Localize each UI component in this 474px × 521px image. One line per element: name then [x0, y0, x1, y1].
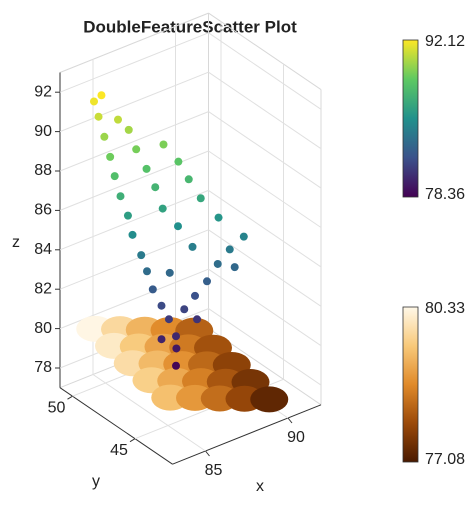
z-tick-label: 88 — [34, 162, 52, 179]
grid-line — [208, 268, 322, 347]
tree-point — [172, 361, 180, 370]
tree-point — [225, 245, 234, 254]
grid-line — [59, 150, 209, 211]
tree-point — [106, 152, 115, 161]
tree-point — [165, 268, 174, 277]
x-axis-label: x — [256, 478, 264, 495]
tick-mark — [287, 417, 293, 424]
tree-point — [132, 145, 141, 154]
y-axis-label: y — [92, 473, 100, 490]
x-tick-label: 90 — [287, 429, 305, 446]
chart-title: DoubleFeatureScatter Plot — [83, 17, 297, 36]
terrain-point — [250, 386, 289, 413]
tree-point — [157, 335, 166, 344]
colorbar-min-label: 77.08 — [425, 451, 465, 468]
tree-point — [164, 315, 173, 324]
tree-point — [174, 157, 183, 166]
tree-point — [188, 242, 197, 251]
grid-line — [208, 111, 322, 189]
tree-point — [94, 112, 103, 121]
z-tick-label: 82 — [34, 280, 52, 297]
grid-line — [59, 111, 209, 172]
tree-point — [100, 132, 109, 141]
grid-line — [208, 32, 322, 110]
colorbar — [402, 306, 419, 463]
box-edge — [59, 12, 209, 73]
y-axis — [59, 387, 173, 465]
tree-point — [172, 332, 180, 341]
y-tick-label: 45 — [110, 442, 128, 459]
tick-mark — [205, 450, 210, 457]
tree-point — [213, 259, 222, 268]
tree-point — [196, 194, 205, 203]
tree-point — [214, 213, 223, 222]
tick-mark — [67, 395, 73, 400]
grid-line — [59, 189, 209, 251]
colorbar-max-label: 80.33 — [425, 300, 465, 317]
grid-line — [59, 32, 209, 93]
tree-point — [158, 204, 167, 213]
tree-point — [128, 230, 137, 239]
z-axis-label: z — [12, 234, 20, 251]
box-edge — [208, 12, 322, 91]
tree-point — [174, 222, 182, 231]
z-tick-label: 90 — [34, 123, 52, 140]
z-tick-label: 86 — [34, 202, 52, 219]
tree-point — [148, 285, 157, 294]
tree-point — [230, 263, 239, 272]
grid-line — [208, 150, 322, 228]
tree-point — [203, 277, 211, 286]
tree-point — [90, 97, 98, 106]
tree-point — [110, 172, 119, 181]
z-tick-label: 80 — [34, 320, 52, 337]
tree-point — [116, 192, 125, 201]
grid-line — [208, 308, 322, 386]
x-tick-label: 85 — [205, 462, 223, 479]
colorbar — [402, 39, 419, 198]
z-tick-label: 78 — [34, 359, 52, 376]
grid-line — [59, 71, 209, 133]
tree-point — [97, 91, 106, 100]
tree-point — [137, 251, 146, 260]
tree-point — [143, 267, 151, 276]
tree-point — [142, 164, 151, 173]
grid-line — [92, 374, 206, 452]
grid-line — [59, 229, 209, 290]
grid-line — [208, 189, 322, 268]
tree-point — [157, 301, 166, 310]
grid-line — [208, 229, 322, 307]
colorbar-max-label: 92.12 — [425, 33, 465, 50]
tree-point — [184, 175, 193, 184]
tree-point — [123, 211, 132, 220]
tree-point — [191, 291, 199, 300]
tree-point — [159, 140, 168, 149]
grid-line — [208, 71, 322, 150]
z-tick-label: 92 — [34, 83, 52, 100]
x-axis — [172, 404, 322, 465]
tree-point — [193, 315, 202, 324]
tree-point — [172, 344, 181, 353]
colorbar-min-label: 78.36 — [425, 186, 465, 203]
tree-point — [124, 125, 133, 134]
tree-point — [151, 183, 160, 192]
y-tick-label: 50 — [48, 399, 66, 416]
z-tick-label: 84 — [34, 241, 52, 258]
tick-mark — [129, 438, 136, 443]
tree-point — [239, 232, 248, 241]
tree-point — [114, 115, 122, 124]
tree-point — [180, 305, 189, 314]
